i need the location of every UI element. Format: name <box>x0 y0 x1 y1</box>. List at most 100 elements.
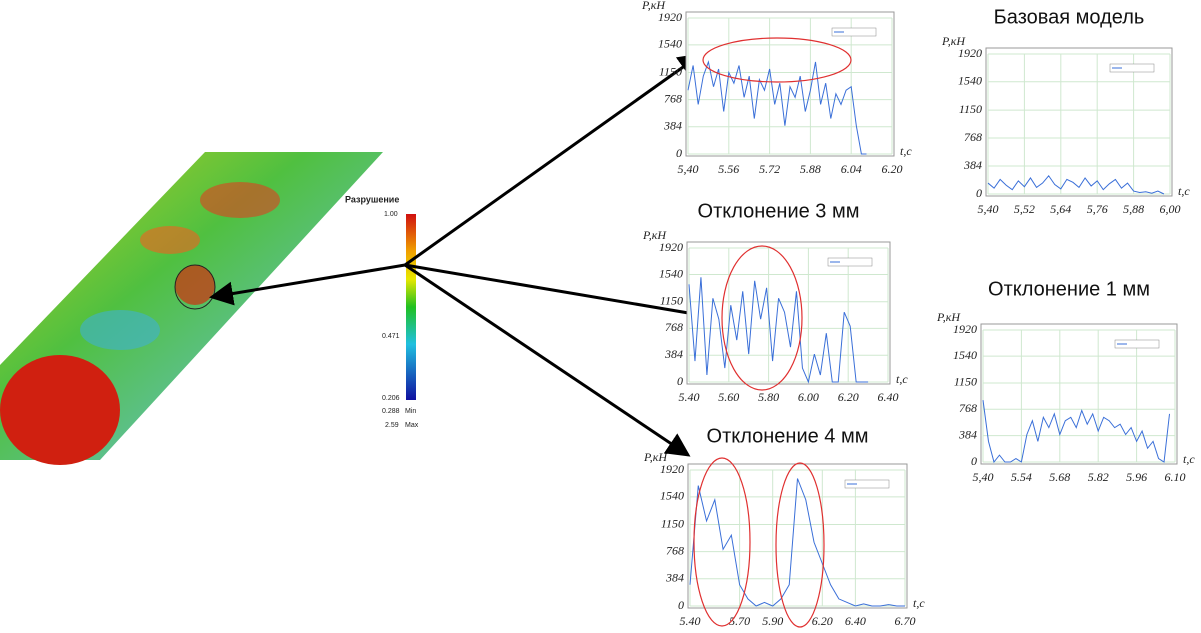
x-tick-label: 6,00 <box>1160 202 1181 216</box>
y-tick-label: 1150 <box>959 102 982 116</box>
legend-box <box>1114 339 1160 349</box>
x-tick-label: 6.40 <box>878 390 899 404</box>
y-tick-label: 1540 <box>953 348 977 362</box>
line <box>689 478 905 607</box>
x-axis-label: t,c <box>900 144 912 158</box>
y-tick-label: 1150 <box>661 516 684 530</box>
y-axis-label: P,кН <box>936 310 961 324</box>
x-tick-label: 5.82 <box>1088 470 1109 484</box>
highlight-ellipse <box>693 457 751 627</box>
x-tick-label: 5.56 <box>718 162 739 176</box>
line <box>982 400 1171 464</box>
y-tick-label: 1540 <box>660 489 684 503</box>
max-value: 2.59 <box>385 422 399 429</box>
chart-title: Отклонение 4 мм <box>707 425 869 447</box>
y-tick-label: 0 <box>678 598 684 612</box>
arrows <box>209 53 721 457</box>
y-axis-label: P,кН <box>642 228 667 242</box>
y-tick-label: 384 <box>963 158 982 172</box>
y-tick-label: 384 <box>663 119 682 133</box>
max-label: Max <box>405 422 419 429</box>
y-tick-label: 768 <box>959 401 977 415</box>
y-tick-label: 384 <box>664 347 683 361</box>
x-tick-label: 6.20 <box>812 614 833 628</box>
highlight-ellipse <box>702 37 852 83</box>
y-tick-label: 1150 <box>659 64 682 78</box>
line <box>987 174 1165 195</box>
x-axis-label: t,c <box>913 596 925 610</box>
x-tick-label: 5,40 <box>978 202 999 216</box>
x-axis-label: t,c <box>896 372 908 386</box>
y-tick-label: 768 <box>666 543 684 557</box>
x-tick-label: 5.80 <box>758 390 779 404</box>
line <box>688 277 869 384</box>
highlight-ellipse <box>775 462 825 628</box>
x-tick-label: 5,40 <box>678 162 699 176</box>
x-tick-label: 6.10 <box>1165 470 1186 484</box>
colorbar-label: 0.206 <box>382 395 400 402</box>
x-tick-label: 5,76 <box>1087 202 1108 216</box>
y-tick-label: 0 <box>677 374 683 388</box>
colorbar-label: 1.00 <box>384 211 398 218</box>
min-value: 0.288 <box>382 408 400 415</box>
y-axis-label: P,кН <box>941 34 966 48</box>
y-tick-label: 1150 <box>954 375 977 389</box>
x-tick-label: 5.88 <box>800 162 821 176</box>
y-tick-label: 1540 <box>658 37 682 51</box>
x-tick-label: 5.40 <box>679 390 700 404</box>
y-tick-label: 0 <box>976 186 982 200</box>
y-tick-label: 1920 <box>659 240 683 254</box>
y-tick-label: 768 <box>664 91 682 105</box>
line <box>687 60 867 155</box>
y-tick-label: 768 <box>665 320 683 334</box>
y-tick-label: 1150 <box>660 293 683 307</box>
x-tick-label: 5.40 <box>680 614 701 628</box>
x-tick-label: 5,64 <box>1050 202 1071 216</box>
legend-box <box>827 257 873 267</box>
chart-title: Отклонение 1 мм <box>988 278 1150 300</box>
x-tick-label: 5.68 <box>1049 470 1070 484</box>
legend-box <box>1109 63 1155 73</box>
x-tick-label: 6.20 <box>838 390 859 404</box>
y-tick-label: 1540 <box>958 73 982 87</box>
x-tick-label: 5.54 <box>1011 470 1032 484</box>
y-tick-label: 384 <box>958 427 977 441</box>
x-tick-label: 5,40 <box>973 470 994 484</box>
chart-title: Отклонение 3 мм <box>698 200 860 222</box>
x-tick-label: 6.00 <box>798 390 819 404</box>
x-axis-label: t,c <box>1178 184 1190 198</box>
x-tick-label: 5,52 <box>1014 202 1035 216</box>
colorbar-label: 0.471 <box>382 333 400 340</box>
colorbar-title: Разрушение <box>345 194 399 204</box>
fem-model <box>0 152 416 465</box>
legend-box <box>844 479 890 489</box>
x-tick-label: 6.20 <box>882 162 903 176</box>
y-tick-label: 1540 <box>659 266 683 280</box>
x-tick-label: 6.40 <box>845 614 866 628</box>
y-tick-label: 768 <box>964 130 982 144</box>
plot-frame <box>985 47 1173 197</box>
highlight-ellipse <box>721 245 803 391</box>
y-tick-label: 1920 <box>660 462 684 476</box>
x-axis-label: t,c <box>1183 452 1195 466</box>
x-tick-label: 6.04 <box>841 162 862 176</box>
y-tick-label: 0 <box>971 454 977 468</box>
x-tick-label: 5,88 <box>1123 202 1144 216</box>
chart-title: Базовая модель <box>994 6 1145 28</box>
x-tick-label: 5.72 <box>759 162 780 176</box>
legend-box <box>831 27 877 37</box>
min-label: Min <box>405 408 416 415</box>
x-tick-label: 5.90 <box>762 614 783 628</box>
x-tick-label: 6.70 <box>895 614 916 628</box>
x-tick-label: 5.96 <box>1126 470 1147 484</box>
y-tick-label: 1920 <box>658 10 682 24</box>
x-tick-label: 5.60 <box>718 390 739 404</box>
y-axis-label: P,кН <box>643 450 668 464</box>
y-tick-label: 1920 <box>953 322 977 336</box>
y-axis-label: P,кН <box>641 0 666 12</box>
y-tick-label: 1920 <box>958 46 982 60</box>
y-tick-label: 384 <box>665 571 684 585</box>
y-tick-label: 0 <box>676 146 682 160</box>
